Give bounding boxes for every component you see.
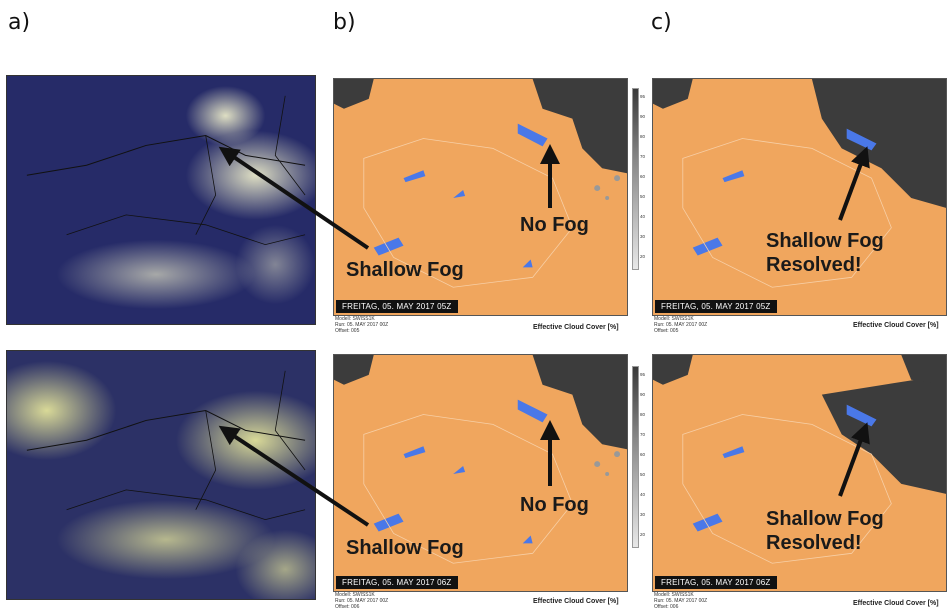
- legend-title: Effective Cloud Cover [%]: [853, 600, 939, 607]
- cloud-cover-scale-labels: 95 90 80 70 60 50 40 30 20: [640, 372, 646, 537]
- model-map-c-row1: FREITAG, 05. MAY 2017 05Z Shallow Fog Res…: [652, 78, 947, 316]
- panel-label-a: a): [8, 10, 31, 35]
- cloud-cover-scale-bar: [632, 88, 639, 270]
- model-map-b-row2: FREITAG, 05. MAY 2017 06Z No Fog: [333, 354, 628, 592]
- model-info-b-row1: Modell: SWISS1K Run: 05. MAY 2017 00Z Offs…: [335, 316, 389, 334]
- shallow-fog-label: Shallow Fog: [346, 259, 464, 281]
- model-map-b-row1: FREITAG, 05. MAY 2017 05Z No Fog: [333, 78, 628, 316]
- model-map-c-row2: FREITAG, 05. MAY 2017 06Z Shallow Fog Res…: [652, 354, 947, 592]
- date-bar: FREITAG, 05. MAY 2017 06Z: [336, 576, 458, 589]
- no-fog-label: No Fog: [520, 214, 589, 236]
- shallow-fog-resolved-label: Shallow Fog Resolved!: [766, 230, 884, 276]
- model-info-b-row2: Modell: SWISS1K Run: 05. MAY 2017 00Z Offs…: [335, 592, 389, 610]
- legend-title: Effective Cloud Cover [%]: [533, 324, 619, 331]
- date-bar: FREITAG, 05. MAY 2017 06Z: [655, 576, 777, 589]
- legend-title: Effective Cloud Cover [%]: [533, 598, 619, 605]
- panel-label-c: c): [651, 10, 672, 35]
- satellite-image-row1: [6, 75, 316, 325]
- shallow-fog-resolved-label: Shallow Fog Resolved!: [766, 508, 884, 554]
- model-info-c-row1: Modell: SWISS1K Run: 05. MAY 2017 00Z Offs…: [654, 316, 708, 334]
- panel-label-b: b): [333, 10, 356, 35]
- date-bar: FREITAG, 05. MAY 2017 05Z: [655, 300, 777, 313]
- shallow-fog-label: Shallow Fog: [346, 537, 464, 559]
- date-bar: FREITAG, 05. MAY 2017 05Z: [336, 300, 458, 313]
- no-fog-label: No Fog: [520, 494, 589, 516]
- legend-title: Effective Cloud Cover [%]: [853, 322, 939, 329]
- cloud-cover-scale-labels: 95 90 80 70 60 50 40 30 20: [640, 94, 646, 259]
- model-info-c-row2: Modell: SWISS1K Run: 05. MAY 2017 00Z Offs…: [654, 592, 708, 610]
- satellite-image-row2: [6, 350, 316, 600]
- cloud-cover-scale-bar: [632, 366, 639, 548]
